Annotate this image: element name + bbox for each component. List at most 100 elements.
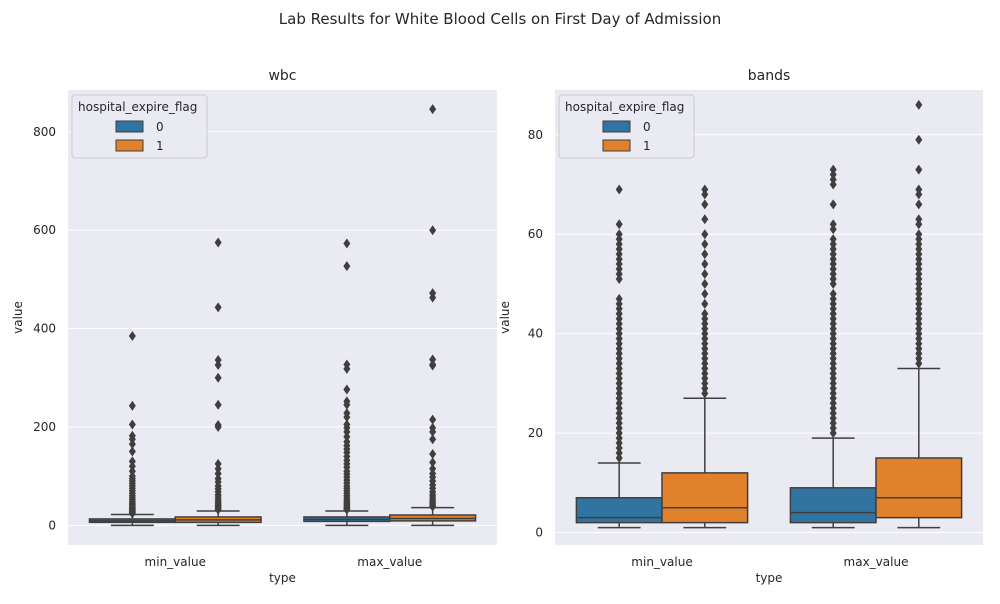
outlier-point [701, 229, 709, 240]
y-axis-label: value [498, 301, 512, 334]
outlier-point [701, 199, 709, 210]
outlier-point [615, 184, 623, 195]
legend-wbc: hospital_expire_flag 0 1 [71, 94, 208, 159]
x-tick-label: max_value [357, 555, 422, 569]
outlier-point [615, 273, 623, 284]
outlier-point [701, 268, 709, 279]
outlier-point [915, 99, 923, 110]
box-bands-min_value-series-0 [575, 184, 663, 529]
legend-entry: 1 [643, 139, 651, 153]
outlier-point [429, 414, 437, 425]
legend-entry: 0 [643, 120, 651, 134]
x-axis-label: type [269, 571, 296, 585]
outlier-point [829, 199, 837, 210]
outlier-point [915, 199, 923, 210]
outlier-point [701, 189, 709, 200]
outlier-point [615, 452, 623, 463]
outlier-point [429, 104, 437, 115]
y-tick-label: 800 [33, 125, 56, 139]
y-tick-label: 600 [33, 223, 56, 237]
outlier-point [343, 363, 351, 374]
y-tick-label: 200 [33, 420, 56, 434]
box-body [661, 472, 749, 524]
outlier-point [701, 249, 709, 260]
outlier-point [343, 261, 351, 272]
legend-swatch [602, 120, 631, 133]
box-body [575, 497, 663, 524]
outlier-point [429, 292, 437, 303]
y-tick-label: 20 [528, 426, 543, 440]
outlier-point [214, 399, 222, 410]
box-bands-max_value-series-0 [789, 164, 877, 529]
y-axis-label: value [11, 301, 25, 334]
outlier-point [429, 501, 437, 512]
outlier-point [429, 360, 437, 371]
figure-title: Lab Results for White Blood Cells on Fir… [279, 10, 721, 28]
legend-entry: 1 [156, 139, 164, 153]
outlier-point [701, 239, 709, 250]
box-wbc-min_value-series-1 [174, 237, 262, 527]
outlier-point [829, 278, 837, 289]
panel-bands: 0 20 40 60 80 bands type value min_value max_valu… [498, 68, 983, 585]
box-bands-max_value-series-1 [875, 99, 963, 529]
outlier-point [701, 214, 709, 225]
panel-wbc: 0 200 400 600 800 wbc type value min_value max_va… [11, 68, 497, 585]
outlier-point [128, 508, 136, 519]
outlier-point [429, 426, 437, 437]
box-bands-min_value-series-1 [661, 184, 749, 529]
outlier-point [915, 219, 923, 230]
outlier-point [343, 399, 351, 410]
outlier-point [829, 224, 837, 235]
outlier-point [915, 358, 923, 369]
outlier-point [214, 421, 222, 432]
outlier-point [343, 412, 351, 423]
outlier-point [915, 134, 923, 145]
outlier-point [915, 189, 923, 200]
y-tick-label: 400 [33, 322, 56, 336]
outlier-point [128, 419, 136, 430]
outlier-point [429, 434, 437, 445]
box-wbc-max_value-series-1 [389, 104, 477, 527]
x-tick-label: min_value [145, 555, 206, 569]
y-tick-label: 40 [528, 327, 543, 341]
outlier-point [701, 278, 709, 289]
outlier-point [343, 384, 351, 395]
y-tick-label: 60 [528, 227, 543, 241]
outlier-point [214, 359, 222, 370]
box-body [875, 457, 963, 519]
outlier-point [214, 302, 222, 313]
plot-area-wbc [68, 90, 497, 545]
outlier-point [429, 225, 437, 236]
y-tick-label: 80 [528, 128, 543, 142]
outlier-point [214, 237, 222, 248]
legend-title: hospital_expire_flag [78, 100, 197, 114]
x-axis-label: type [756, 571, 783, 585]
legend-swatch [602, 139, 631, 152]
y-tick-label: 0 [48, 518, 56, 532]
legend-swatch [115, 139, 144, 152]
legend-bands: hospital_expire_flag 0 1 [558, 94, 695, 159]
y-tick-label: 0 [535, 526, 543, 540]
panel-title: bands [748, 68, 791, 84]
outlier-point [128, 439, 136, 450]
outlier-point [701, 388, 709, 399]
outlier-point [214, 372, 222, 383]
outlier-point [429, 449, 437, 459]
outlier-point [128, 330, 136, 341]
outlier-point [429, 457, 437, 468]
outlier-point [701, 298, 709, 309]
outlier-point [829, 428, 837, 439]
outlier-point [701, 288, 709, 299]
box-body [789, 487, 877, 524]
outlier-point [615, 219, 623, 230]
outlier-point [829, 179, 837, 190]
outlier-point [343, 238, 351, 249]
outlier-point [915, 164, 923, 175]
outlier-point [214, 504, 222, 515]
legend-title: hospital_expire_flag [565, 100, 684, 114]
x-tick-label: max_value [844, 555, 909, 569]
panel-title: wbc [268, 68, 296, 84]
legend-swatch [115, 120, 144, 133]
